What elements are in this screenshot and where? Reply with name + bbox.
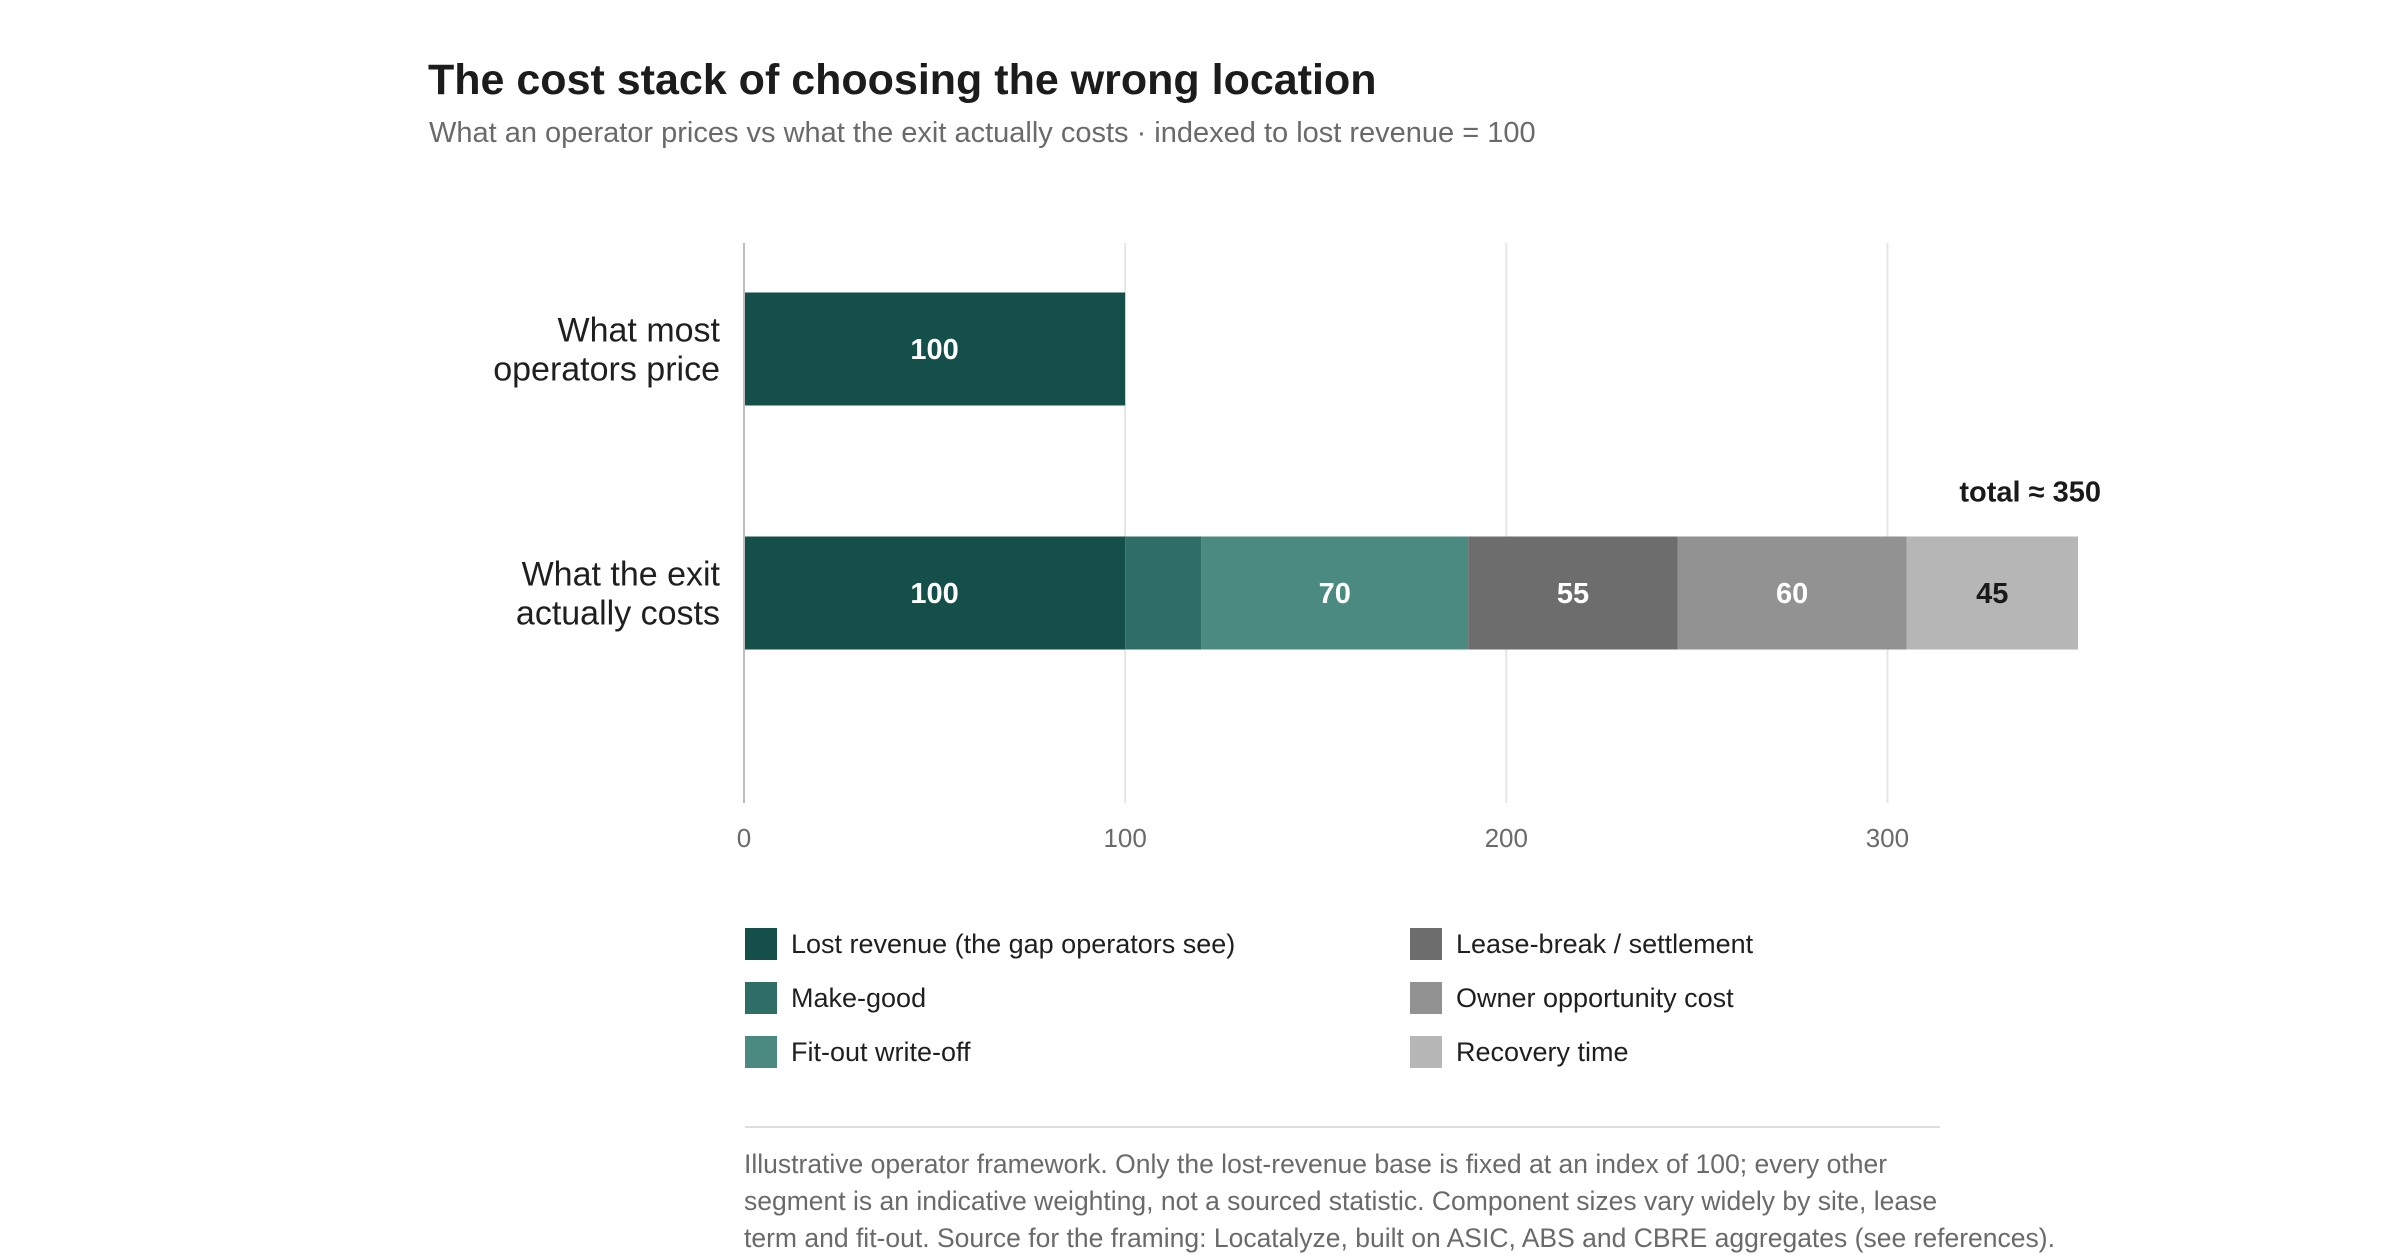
category-label: operators price [493, 351, 720, 389]
bar-value-label: 60 [1776, 578, 1808, 610]
x-tick-label: 100 [1103, 823, 1146, 853]
legend-item: Recovery time [1410, 1035, 1629, 1069]
bar-segment [1125, 536, 1202, 650]
bar-segment [1677, 536, 1907, 650]
bar-value-label: 45 [1976, 578, 2008, 610]
legend-item: Lost revenue (the gap operators see) [745, 927, 1235, 961]
legend-item: Owner opportunity cost [1410, 981, 1734, 1015]
legend-item: Lease-break / settlement [1410, 927, 1753, 961]
footnote-line-1: Illustrative operator framework. Only th… [744, 1149, 1888, 1179]
legend-swatch [745, 928, 777, 960]
legend-label: Make-good [791, 982, 927, 1013]
legend-swatch [1410, 1036, 1442, 1068]
x-tick-label: 0 [737, 823, 751, 853]
legend-label: Lease-break / settlement [1456, 928, 1754, 959]
legend-label: Fit-out write-off [791, 1036, 971, 1067]
legend-swatch [745, 1036, 777, 1068]
legend-swatch [1410, 982, 1442, 1014]
stacked-bar-chart: 100 100 70 55 60 45 0 100 200 300 What mostoperato… [493, 243, 2101, 853]
chart-title: The cost stack of choosing the wrong loc… [428, 56, 1377, 104]
legend-label: Recovery time [1456, 1036, 1629, 1067]
legend-swatch [745, 982, 777, 1014]
bar-segment [744, 292, 1126, 406]
bar-segment [1468, 536, 1678, 650]
x-tick-label: 200 [1485, 823, 1528, 853]
category-label: What the exit [522, 556, 721, 594]
bar-segment [744, 536, 1126, 650]
chart-legend: Lost revenue (the gap operators see) Make… [745, 927, 2045, 1087]
x-tick-label: 300 [1866, 823, 1909, 853]
footnote-line-2: segment is an indicative weighting, not … [744, 1186, 1938, 1216]
footnote: Illustrative operator framework. Only th… [744, 1146, 2114, 1257]
total-annotation: total ≈ 350 [1959, 477, 2101, 509]
bar-segment [1201, 536, 1469, 650]
category-label: What most [558, 312, 721, 350]
footnote-divider [745, 1126, 1940, 1128]
legend-swatch [1410, 928, 1442, 960]
bar-value-label: 55 [1557, 578, 1589, 610]
legend-label: Owner opportunity cost [1456, 982, 1734, 1013]
bar-value-label: 100 [910, 578, 958, 610]
legend-item: Fit-out write-off [745, 1035, 971, 1069]
chart-subtitle: What an operator prices vs what the exit… [429, 117, 1536, 149]
category-label: actually costs [516, 595, 720, 633]
footnote-line-3: term and fit-out. Source for the framing… [744, 1223, 2055, 1253]
legend-label: Lost revenue (the gap operators see) [791, 928, 1236, 959]
legend-item: Make-good [745, 981, 926, 1015]
bar-value-label: 70 [1319, 578, 1351, 610]
bar-segment [1906, 536, 2078, 650]
bar-value-label: 100 [910, 334, 958, 366]
